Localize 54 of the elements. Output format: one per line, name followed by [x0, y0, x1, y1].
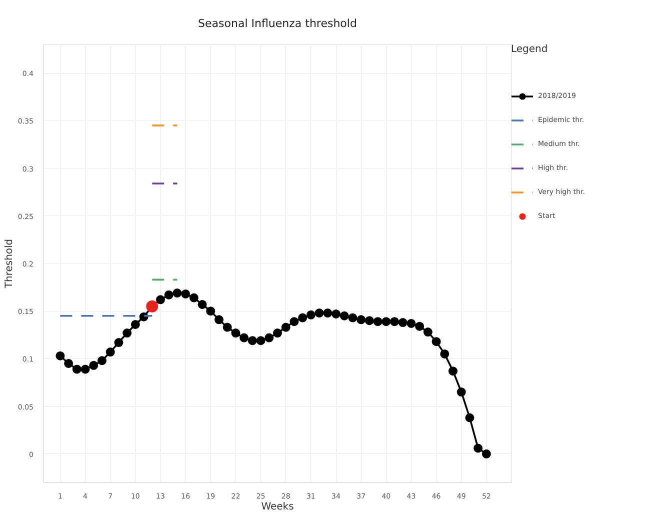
point — [256, 336, 266, 346]
point — [198, 300, 207, 309]
y-axis-title: Threshold — [4, 238, 15, 290]
point — [80, 364, 90, 374]
legend-title: Legend — [511, 44, 549, 55]
point — [214, 315, 224, 324]
point — [332, 309, 340, 318]
point — [448, 366, 458, 376]
point — [373, 317, 382, 326]
point — [290, 317, 299, 326]
point — [456, 388, 466, 397]
point — [474, 444, 483, 453]
point — [156, 295, 165, 304]
point — [106, 348, 115, 357]
point — [440, 349, 450, 358]
point — [56, 351, 65, 360]
point — [172, 288, 182, 298]
point — [240, 333, 249, 342]
point — [364, 316, 374, 326]
point — [323, 308, 332, 318]
point — [64, 358, 74, 368]
x-axis-title: Weeks — [261, 502, 294, 512]
point — [482, 449, 491, 458]
point — [130, 320, 140, 329]
point — [122, 328, 132, 338]
point — [248, 336, 257, 346]
point — [222, 322, 232, 332]
point — [432, 337, 441, 346]
point — [281, 322, 290, 332]
point — [181, 289, 190, 298]
point — [164, 290, 174, 300]
point — [231, 328, 240, 338]
point — [298, 313, 308, 322]
point — [206, 306, 216, 316]
point — [390, 317, 399, 326]
point — [465, 413, 474, 422]
point — [348, 313, 358, 322]
point — [114, 338, 124, 348]
point — [340, 311, 349, 320]
point — [398, 318, 408, 328]
chart-title: Seasonal Influenza threshold — [198, 17, 357, 30]
point — [415, 322, 424, 331]
point — [89, 360, 98, 370]
point — [273, 328, 282, 338]
point — [306, 310, 316, 320]
point — [356, 315, 366, 324]
point — [382, 317, 391, 326]
point — [423, 328, 432, 337]
point — [264, 333, 274, 342]
point — [406, 318, 416, 328]
point — [189, 293, 198, 302]
point — [72, 364, 82, 374]
point — [314, 308, 324, 318]
point — [98, 356, 106, 366]
